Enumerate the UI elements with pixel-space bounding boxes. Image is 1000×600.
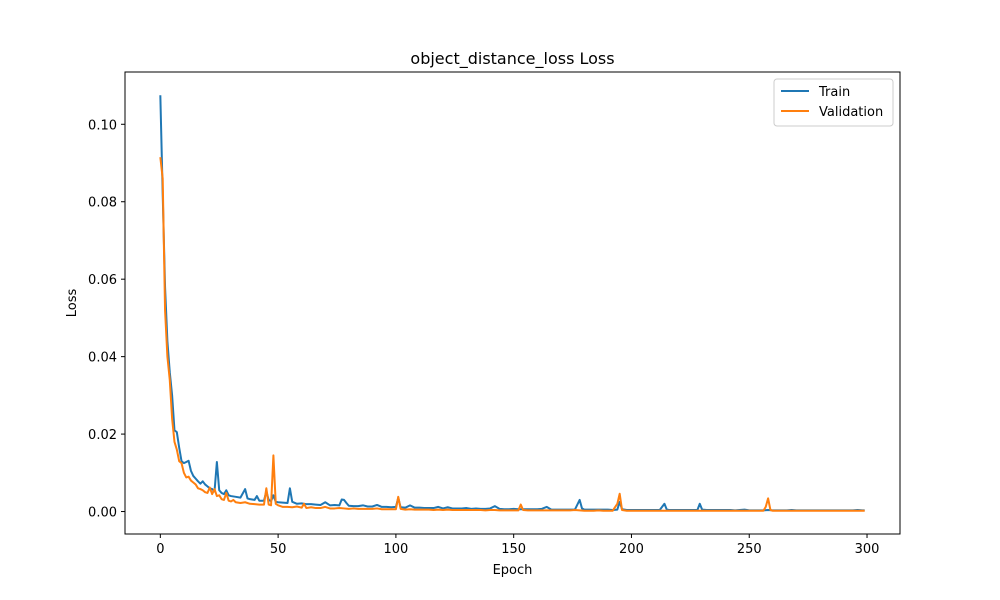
y-axis: 0.00 0.02 0.04 0.06 0.08 0.10 — [88, 118, 125, 521]
axes-frame — [124, 71, 901, 535]
y-tick-label: 0.04 — [88, 351, 117, 366]
legend: Train Validation — [773, 78, 894, 127]
x-tick-label: 0 — [156, 542, 164, 557]
x-tick-label: 50 — [270, 542, 287, 557]
series-line-validation — [159, 157, 865, 512]
y-axis-label: Loss — [65, 289, 80, 318]
y-tick-label: 0.08 — [88, 196, 117, 211]
chart-title: object_distance_loss Loss — [410, 49, 614, 69]
series-layer — [159, 95, 865, 512]
x-axis-label: Epoch — [493, 563, 533, 578]
y-tick-label: 0.06 — [88, 273, 117, 288]
x-tick-label: 150 — [501, 542, 526, 557]
y-tick-label: 0.00 — [88, 506, 117, 521]
legend-label-validation: Validation — [819, 105, 883, 120]
x-tick-label: 100 — [383, 542, 408, 557]
y-tick-label: 0.02 — [88, 428, 117, 443]
x-tick-label: 250 — [737, 542, 762, 557]
x-tick-label: 300 — [855, 542, 880, 557]
x-axis: 0 50 100 150 200 250 300 — [156, 534, 879, 557]
x-tick-label: 200 — [619, 542, 644, 557]
y-tick-label: 0.10 — [88, 118, 117, 133]
legend-label-train: Train — [818, 85, 850, 100]
